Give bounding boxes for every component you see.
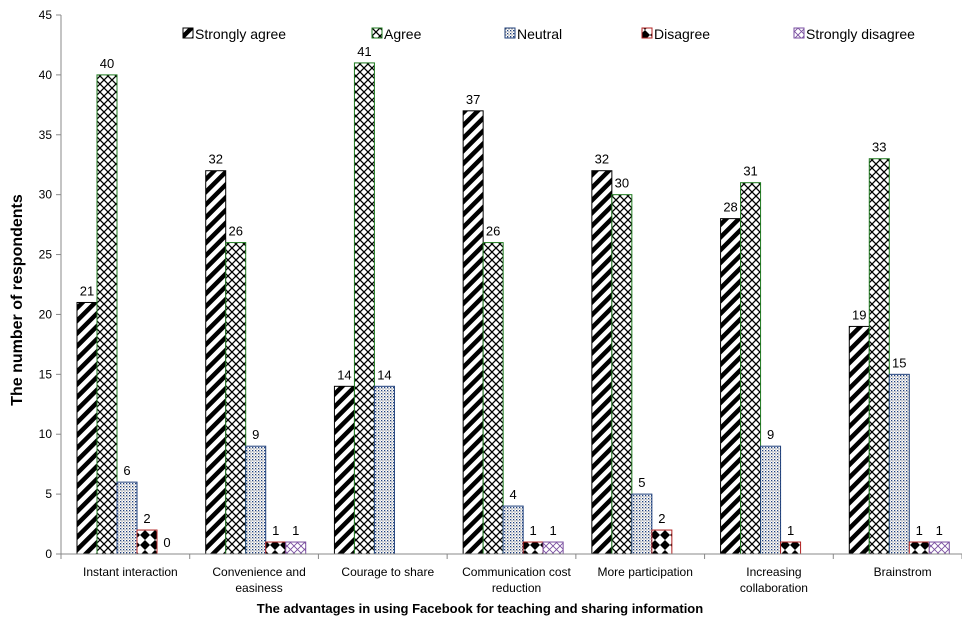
data-label: 9: [252, 427, 259, 442]
x-category-label: reduction: [492, 581, 541, 595]
y-tick-label: 45: [39, 8, 53, 22]
x-category-label: Communication cost: [462, 565, 571, 579]
bar-disagree: [651, 529, 673, 555]
bar-neutral: [373, 385, 395, 555]
y-tick-label: 30: [39, 188, 53, 202]
y-tick-label: 20: [39, 307, 53, 321]
x-category-label: More participation: [598, 565, 693, 579]
x-category-label: Instant interaction: [83, 565, 178, 579]
legend-label: Strongly agree: [195, 26, 286, 42]
y-tick-label: 5: [45, 487, 52, 501]
legend-label: Neutral: [517, 26, 562, 42]
bar-strongly-agree: [720, 218, 742, 555]
bar-strongly-agree: [462, 110, 484, 555]
legend-swatch: [793, 27, 805, 39]
data-label: 9: [767, 427, 774, 442]
data-label: 1: [272, 523, 279, 538]
y-tick-label: 35: [39, 128, 53, 142]
bar-disagree: [522, 541, 544, 555]
x-category-label: Convenience and: [212, 565, 305, 579]
data-label: 2: [143, 511, 150, 526]
bar-neutral: [245, 445, 267, 555]
x-category-label: Courage to share: [341, 565, 434, 579]
data-label: 19: [852, 307, 866, 322]
bar-disagree: [780, 541, 802, 555]
bar-agree: [353, 62, 375, 555]
data-label: 40: [100, 56, 114, 71]
legend-label: Disagree: [654, 26, 710, 42]
x-axis-title: The advantages in using Facebook for tea…: [257, 601, 703, 616]
data-label: 14: [377, 367, 391, 382]
legend-label: Strongly disagree: [806, 26, 915, 42]
legend: Strongly agree Agree Neutral Disagree Strong…: [182, 26, 915, 42]
data-label: 31: [743, 164, 757, 179]
data-label: 6: [123, 463, 130, 478]
legend-swatch: [371, 27, 383, 39]
y-tick-label: 10: [39, 427, 53, 441]
bar-neutral: [631, 493, 653, 555]
bar-agree: [96, 74, 118, 555]
data-label: 14: [337, 367, 351, 382]
bar-disagree: [136, 529, 158, 555]
bar-strongly-agree: [205, 170, 227, 555]
bars: [76, 62, 950, 555]
bar-strongly-agree: [333, 385, 355, 555]
data-label: 15: [892, 355, 906, 370]
data-label: 4: [510, 487, 517, 502]
data-label: 1: [916, 523, 923, 538]
data-label: 1: [787, 523, 794, 538]
x-category-label: Increasing: [746, 565, 801, 579]
legend-label: Agree: [384, 26, 422, 42]
bar-disagree: [265, 541, 287, 555]
x-category-label: easiness: [235, 581, 282, 595]
data-label: 5: [638, 475, 645, 490]
legend-swatch: [504, 27, 516, 39]
bar-agree: [225, 242, 247, 555]
y-tick-label: 0: [45, 547, 52, 561]
data-label: 32: [595, 152, 609, 167]
data-label: 1: [936, 523, 943, 538]
data-label: 33: [872, 140, 886, 155]
y-tick-label: 15: [39, 367, 53, 381]
data-label: 2: [658, 511, 665, 526]
bar-strongly-disagree: [285, 541, 307, 555]
bar-strongly-agree: [76, 301, 98, 555]
bar-agree: [482, 242, 504, 555]
data-label: 26: [228, 224, 242, 239]
bar-neutral: [502, 505, 524, 555]
legend-swatch: [182, 27, 194, 39]
x-category-label: Brainstrom: [874, 565, 932, 579]
data-label: 41: [357, 44, 371, 59]
y-axis: 0 5 10 15 20 25 30 35 40 45: [39, 8, 62, 561]
y-tick-label: 25: [39, 248, 53, 262]
bar-strongly-agree: [848, 325, 870, 555]
bar-neutral: [888, 373, 910, 555]
data-label: 0: [163, 535, 170, 550]
data-label: 30: [615, 176, 629, 191]
data-label: 37: [466, 92, 480, 107]
y-tick-label: 40: [39, 68, 53, 82]
bar-neutral: [760, 445, 782, 555]
data-label: 1: [550, 523, 557, 538]
data-label: 32: [208, 152, 222, 167]
bar-neutral: [116, 481, 138, 555]
bar-disagree: [908, 541, 930, 555]
x-category-label: collaboration: [740, 581, 808, 595]
bar-strongly-disagree: [542, 541, 564, 555]
data-label: 21: [80, 283, 94, 298]
y-axis-title: The number of respondents: [9, 194, 26, 406]
bar-strongly-disagree: [928, 541, 950, 555]
bar-agree: [611, 194, 633, 555]
data-label: 1: [530, 523, 537, 538]
bar-agree: [740, 182, 762, 555]
legend-swatch: [641, 27, 653, 39]
x-axis: Instant interaction Convenience and easine…: [60, 553, 962, 595]
data-label: 28: [723, 200, 737, 215]
data-label: 1: [292, 523, 299, 538]
bar-agree: [868, 158, 890, 555]
data-label: 26: [486, 224, 500, 239]
bar-strongly-agree: [591, 170, 613, 555]
